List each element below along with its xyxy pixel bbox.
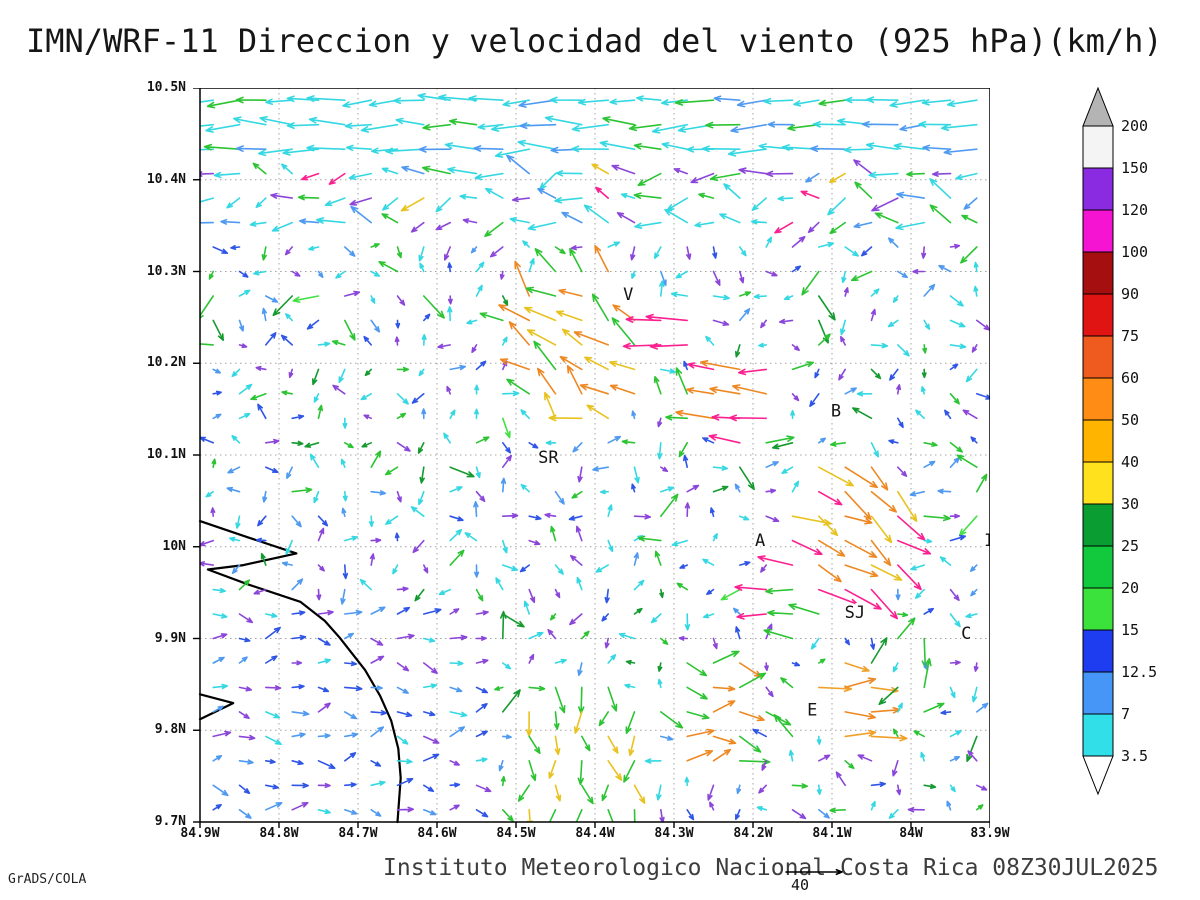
footer-caption: Instituto Meteorologico Nacional Costa R… [383,855,1159,881]
wind-vectors [200,93,990,822]
y-tick-label: 10.3N [146,263,186,279]
legend-level-label: 7 [1121,705,1130,723]
y-tick-label: 9.7N [154,814,186,829]
legend-box [1082,209,1114,253]
legend-level-label: 30 [1121,495,1139,513]
x-tick-label: 84.3W [654,826,694,841]
x-tick-label: 84.8W [259,826,299,841]
legend-level-label: 20 [1121,579,1139,597]
axis-ticks [193,87,991,828]
station-label: C [961,624,971,644]
station-label: SR [538,448,559,468]
station-label: B [831,402,841,422]
y-tick-label: 10.4N [146,171,186,187]
legend-box [1082,671,1114,715]
legend-level-label: 12.5 [1121,663,1157,681]
legend-top-triangle [1082,86,1114,127]
reference-vector-label: 40 [791,876,810,894]
y-axis: 10.5N 10.4N 10.3N 10.2N 10.1N 10N 9.9N 9.8N 9.7N [124,80,186,830]
legend-level-label: 40 [1121,453,1139,471]
legend-level-label: 75 [1121,327,1139,345]
station-label: E [807,700,817,720]
legend-box [1082,335,1114,379]
grads-credit: GrADS/COLA [8,872,87,887]
coastline [198,520,402,824]
color-scale-legend: 200 150 120 100 90 75 60 50 40 30 25 20 15 12.5 7 3.5 [1082,86,1162,804]
legend-level-label: 15 [1121,621,1139,639]
legend-box [1082,251,1114,295]
legend-box [1082,377,1114,421]
legend-box [1082,713,1114,757]
legend-level-label: 100 [1121,243,1148,261]
x-tick-label: 84.1W [812,826,852,841]
chart-title: IMN/WRF-11 Direccion y velocidad del vie… [26,22,1163,60]
y-tick-label: 9.9N [154,630,186,646]
x-tick-label: 83.9W [970,826,1010,841]
legend-box [1082,545,1114,589]
legend-level-label: 200 [1121,117,1148,135]
map-plot: V B SR A I SJ C E [192,87,997,830]
x-tick-label: 84.6W [417,826,457,841]
y-tick-label: 9.8N [154,722,186,738]
legend-level-label: 150 [1121,159,1148,177]
station-label: V [623,285,633,305]
legend-box [1082,503,1114,547]
x-tick-label: 84.9W [180,826,220,841]
legend-box [1082,461,1114,505]
color-scale-svg: 200 150 120 100 90 75 60 50 40 30 25 20 15 12.5 7 3.5 [1082,86,1157,796]
legend-box [1082,293,1114,337]
x-tick-label: 84W [899,826,923,841]
y-tick-label: 10.2N [146,355,186,371]
y-tick-label: 10N [162,538,186,554]
x-tick-label: 84.7W [338,826,378,841]
y-tick-label: 10.5N [146,80,186,95]
legend-level-label: 60 [1121,369,1139,387]
station-label: A [755,531,765,551]
legend-level-label: 50 [1121,411,1139,429]
reference-vector-arrow [784,864,854,883]
legend-box [1082,419,1114,463]
legend-box [1082,167,1114,211]
legend-bottom-triangle [1082,755,1114,796]
station-label: I [984,531,990,551]
x-tick-label: 84.5W [496,826,536,841]
reference-arrow-icon [785,868,843,876]
legend-level-label: 90 [1121,285,1139,303]
legend-box [1082,125,1114,169]
map-plot-svg: V B SR A I SJ C E [193,87,997,828]
x-tick-label: 84.2W [733,826,773,841]
legend-box [1082,629,1114,673]
station-labels: V B SR A I SJ C E [536,283,997,723]
legend-box [1082,587,1114,631]
legend-level-label: 120 [1121,201,1148,219]
station-label: SJ [845,603,865,623]
legend-level-label: 25 [1121,537,1139,555]
x-axis: 84.9W 84.8W 84.7W 84.6W 84.5W 84.4W 84.3W 84.2W… [180,826,1009,844]
y-tick-label: 10.1N [146,447,186,462]
legend-level-label: 3.5 [1121,747,1148,765]
x-tick-label: 84.4W [575,826,615,841]
